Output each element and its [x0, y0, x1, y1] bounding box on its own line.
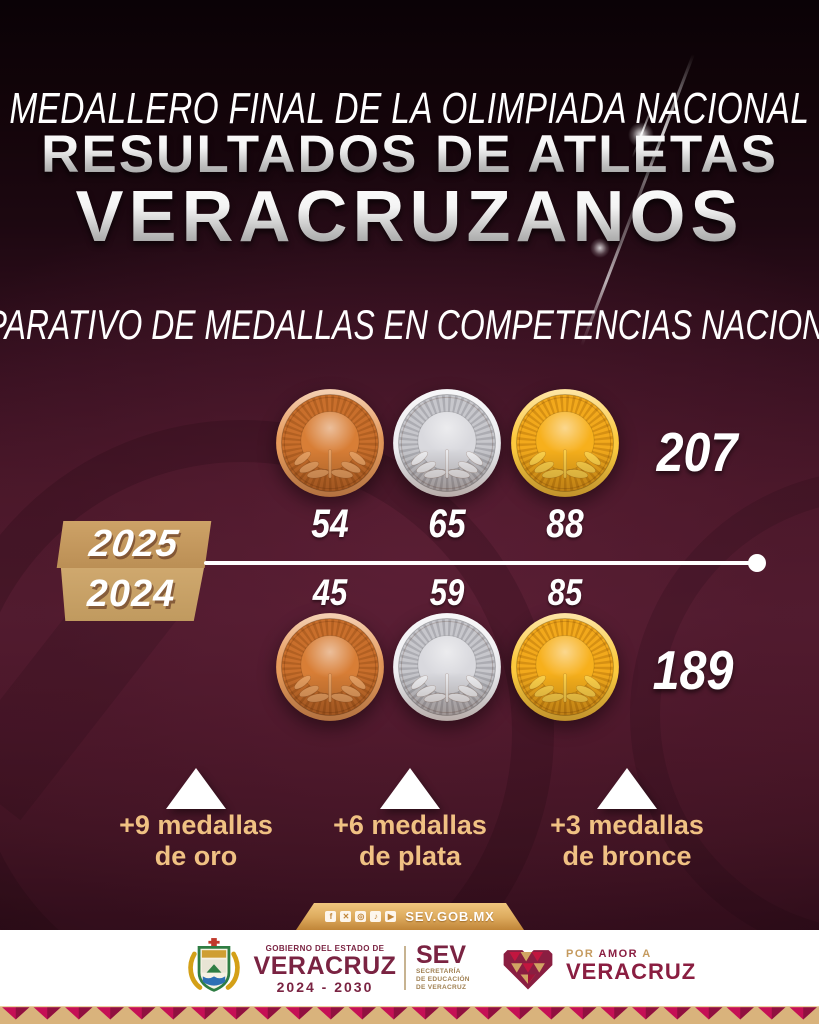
bronze-count-2025: 54 — [311, 502, 349, 546]
increase-triangle-icon-silver — [380, 768, 440, 809]
gov-line1: GOBIERNO DEL ESTADO DE — [265, 944, 385, 953]
amor-word-a: A — [642, 948, 652, 960]
sev-sub2: DE EDUCACIÓN — [416, 976, 470, 983]
gold-medal-icon-2025 — [510, 388, 620, 498]
annotation-bronze-line2: de bronce — [562, 841, 692, 871]
annotation-bronze-line1: +3 medallas — [550, 810, 704, 840]
lens-flare-glow-2 — [590, 238, 610, 258]
facebook-icon[interactable]: f — [325, 911, 336, 922]
por-amor-a-veracruz-logo — [503, 950, 553, 990]
title-row-1: RESULTADOS DE ATLETAS — [0, 124, 819, 185]
increase-triangle-icon-gold — [166, 768, 226, 809]
total-2024: 189 — [652, 639, 734, 701]
gov-text-block: GOBIERNO DEL ESTADO DE VERACRUZ 2024 - 2… — [250, 944, 400, 995]
gov-name: VERACRUZ — [253, 952, 397, 980]
year-badge-2025: 2025 — [56, 521, 212, 568]
total-2025: 207 — [656, 421, 738, 483]
x-twitter-icon[interactable]: ✕ — [340, 911, 351, 922]
title-row-2: VERACRUZANOS — [0, 176, 819, 258]
year-label-2025: 2025 — [86, 523, 182, 565]
bronze-count-2024: 45 — [312, 572, 348, 613]
timeline-divider — [204, 561, 756, 565]
sev-text-block: SEV SECRETARÍA DE EDUCACIÓN DE VERACRUZ — [416, 942, 470, 992]
kicker-text: MEDALLERO FINAL DE LA OLIMPIADA NACIONAL — [9, 84, 810, 133]
silver-count-2024: 59 — [429, 572, 465, 613]
year-badge-2024: 2024 — [60, 568, 204, 621]
veracruz-coat-of-arms-logo — [188, 938, 240, 992]
tiktok-icon[interactable]: ♪ — [370, 911, 381, 922]
instagram-icon[interactable]: ◎ — [355, 911, 366, 922]
footer-divider — [404, 946, 406, 990]
sev-acronym: SEV — [416, 941, 467, 969]
page-title-line2: VERACRUZANOS — [75, 177, 744, 257]
year-label-2024: 2024 — [86, 573, 176, 615]
annotation-silver: +6 medallas de plata — [290, 810, 530, 872]
gold-medal-icon-2024 — [510, 612, 620, 722]
sev-sub1: SECRETARÍA — [416, 968, 461, 975]
gov-period: 2024 - 2030 — [276, 979, 374, 995]
gold-count-2025: 88 — [546, 502, 584, 546]
amor-veracruz: VERACRUZ — [566, 959, 697, 984]
footer: GOBIERNO DEL ESTADO DE VERACRUZ 2024 - 2… — [0, 930, 819, 1006]
annotation-gold-line1: +9 medallas — [119, 810, 273, 840]
subtitle-row: COMPARATIVO DE MEDALLAS EN COMPETENCIAS … — [0, 301, 819, 349]
lens-flare-glow — [628, 122, 654, 148]
amor-word-por: POR — [566, 948, 595, 960]
website-url[interactable]: SEV.GOB.MX — [405, 909, 495, 924]
timeline-end-dot — [748, 554, 766, 572]
increase-triangle-icon-bronze — [597, 768, 657, 809]
silver-medal-icon-2024 — [392, 612, 502, 722]
annotation-gold: +9 medallas de oro — [76, 810, 316, 872]
amor-word-amor: AMOR — [598, 948, 639, 960]
annotation-gold-line2: de oro — [154, 841, 238, 871]
kicker-row: MEDALLERO FINAL DE LA OLIMPIADA NACIONAL — [0, 84, 819, 134]
website-bar: f ✕ ◎ ♪ ▶ SEV.GOB.MX — [296, 903, 524, 930]
youtube-icon[interactable]: ▶ — [385, 911, 396, 922]
annotation-bronze: +3 medallas de bronce — [507, 810, 747, 872]
silver-medal-icon-2025 — [392, 388, 502, 498]
silver-count-2025: 65 — [428, 502, 466, 546]
annotation-silver-line2: de plata — [358, 841, 462, 871]
bronze-medal-icon-2025 — [275, 388, 385, 498]
subtitle-text: COMPARATIVO DE MEDALLAS EN COMPETENCIAS … — [0, 301, 819, 348]
annotation-silver-line1: +6 medallas — [333, 810, 487, 840]
page-title-line1: RESULTADOS DE ATLETAS — [41, 125, 778, 184]
sev-sub3: DE VERACRUZ — [416, 984, 467, 991]
gold-count-2024: 85 — [547, 572, 583, 613]
zigzag-border — [0, 1006, 819, 1024]
amor-tagline: POR AMOR A — [566, 948, 696, 960]
bronze-medal-icon-2024 — [275, 612, 385, 722]
amor-text-block: POR AMOR A VERACRUZ — [566, 948, 696, 984]
